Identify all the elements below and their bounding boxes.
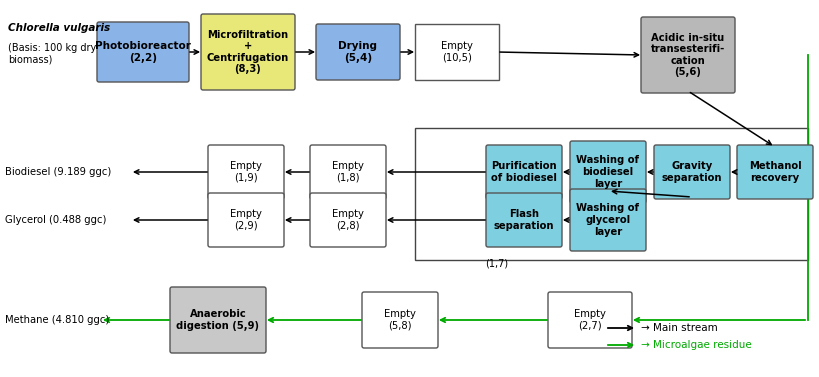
Text: Empty
(10,5): Empty (10,5) [441,41,473,63]
FancyBboxPatch shape [201,14,295,90]
Text: Washing of
biodiesel
layer: Washing of biodiesel layer [576,155,639,188]
FancyBboxPatch shape [310,193,386,247]
FancyBboxPatch shape [547,292,631,348]
FancyBboxPatch shape [569,141,645,203]
Text: biomass): biomass) [8,55,52,65]
FancyBboxPatch shape [315,24,400,80]
Text: Glycerol (0.488 ggc): Glycerol (0.488 ggc) [5,215,106,225]
FancyBboxPatch shape [208,193,283,247]
Text: Drying
(5,4): Drying (5,4) [338,41,377,63]
FancyBboxPatch shape [736,145,812,199]
Text: Photobioreactor
(2,2): Photobioreactor (2,2) [95,41,191,63]
Text: Chlorella vulgaris: Chlorella vulgaris [8,23,110,33]
Text: Methane (4.810 ggc): Methane (4.810 ggc) [5,315,109,325]
Text: Washing of
glycerol
layer: Washing of glycerol layer [576,204,639,237]
Text: (1,7): (1,7) [485,258,508,268]
FancyBboxPatch shape [486,145,561,199]
FancyBboxPatch shape [361,292,437,348]
Text: Purification
of biodiesel: Purification of biodiesel [491,161,556,183]
FancyBboxPatch shape [97,22,188,82]
Text: Biodiesel (9.189 ggc): Biodiesel (9.189 ggc) [5,167,111,177]
Text: → Main stream: → Main stream [640,323,717,333]
Text: Empty
(2,7): Empty (2,7) [573,309,605,331]
FancyBboxPatch shape [208,145,283,199]
FancyBboxPatch shape [654,145,729,199]
Text: Methanol
recovery: Methanol recovery [748,161,800,183]
Text: Empty
(2,9): Empty (2,9) [230,209,261,231]
Text: Microfiltration
+
Centrifugation
(8,3): Microfiltration + Centrifugation (8,3) [206,30,289,74]
Text: Acidic in-situ
transesterifi-
cation
(5,6): Acidic in-situ transesterifi- cation (5,… [650,32,724,77]
Text: Anaerobic
digestion (5,9): Anaerobic digestion (5,9) [176,309,259,331]
FancyBboxPatch shape [640,17,734,93]
Text: Empty
(2,8): Empty (2,8) [332,209,364,231]
Text: Empty
(1,9): Empty (1,9) [230,161,261,183]
Text: (Basis: 100 kg dry: (Basis: 100 kg dry [8,43,96,53]
FancyBboxPatch shape [310,145,386,199]
Bar [414,128,807,260]
FancyBboxPatch shape [170,287,265,353]
Text: Empty
(1,8): Empty (1,8) [332,161,364,183]
Text: → Microalgae residue: → Microalgae residue [640,340,751,350]
FancyBboxPatch shape [486,193,561,247]
Text: Gravity
separation: Gravity separation [661,161,722,183]
Text: Empty
(5,8): Empty (5,8) [383,309,415,331]
FancyBboxPatch shape [414,24,499,80]
FancyBboxPatch shape [569,189,645,251]
Text: Flash
separation: Flash separation [493,209,554,231]
